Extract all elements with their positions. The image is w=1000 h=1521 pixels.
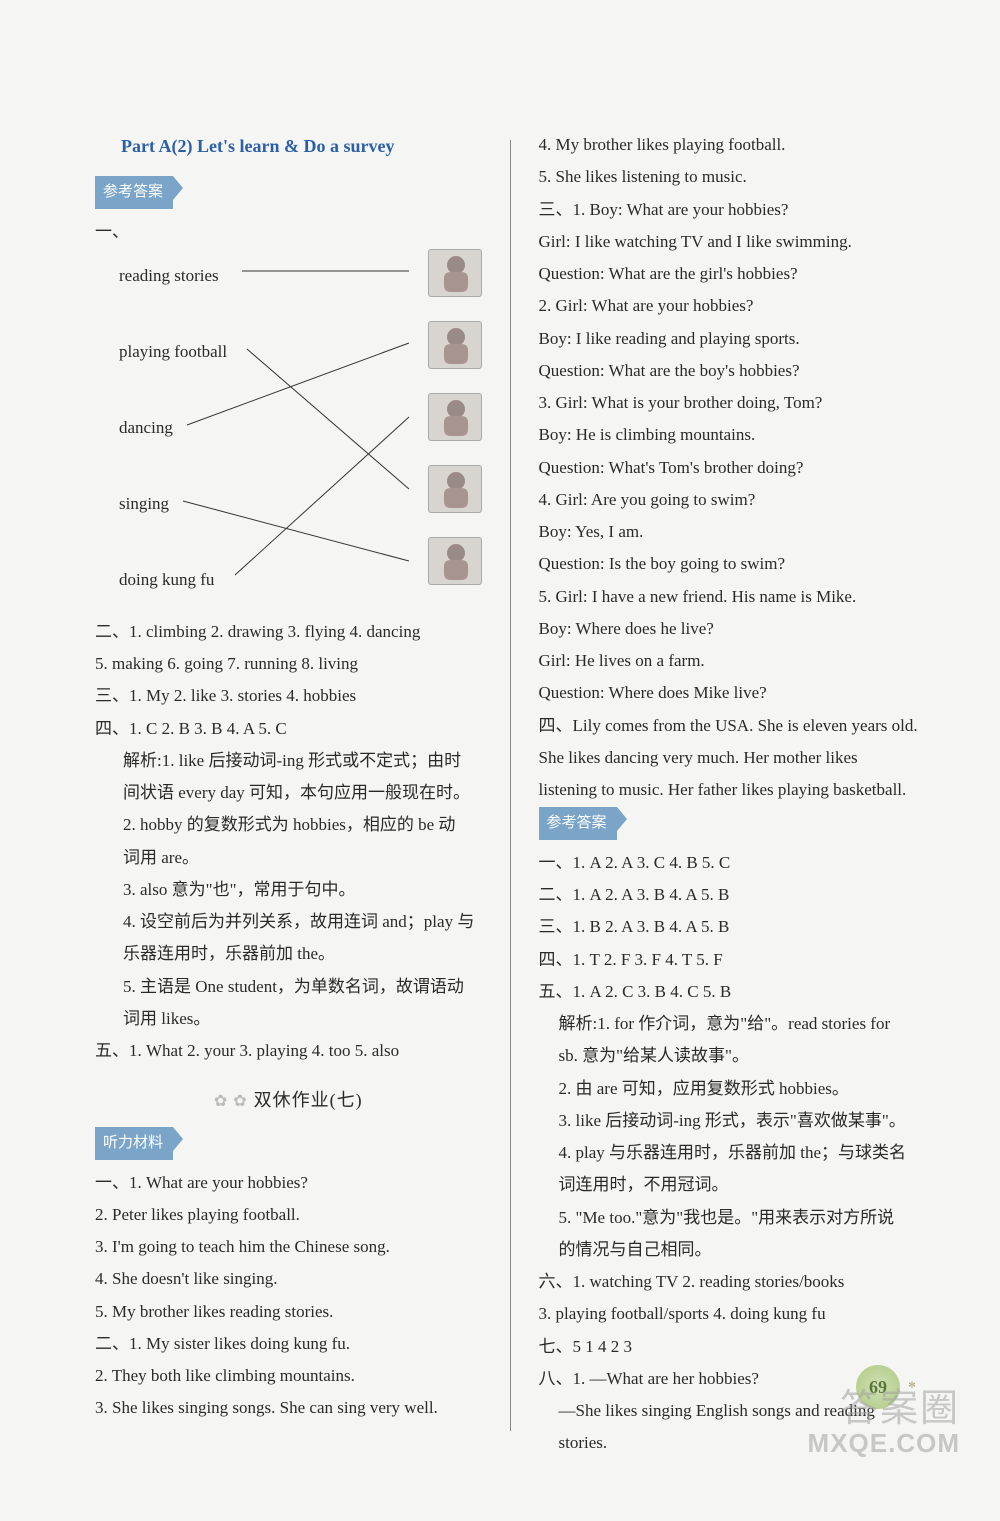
sec4-exp2a: 2. hobby 的复数形式为 hobbies，相应的 be 动 — [95, 810, 482, 840]
ans7: 七、5 1 4 2 3 — [539, 1332, 926, 1362]
r3-3c: Question: What's Tom's brother doing? — [539, 453, 926, 483]
listen2-1: 二、1. My sister likes doing kung fu. — [95, 1329, 482, 1359]
watermark: 答案圈 MXQE.COM — [808, 1390, 960, 1457]
listen1-1: 一、1. What are your hobbies? — [95, 1168, 482, 1198]
sec4: 四、1. C 2. B 3. B 4. A 5. C — [95, 714, 482, 744]
ans4: 四、1. T 2. F 3. F 4. T 5. F — [539, 945, 926, 975]
listen2-2: 2. They both like climbing mountains. — [95, 1361, 482, 1391]
r4p1: 四、Lily comes from the USA. She is eleven… — [539, 711, 926, 741]
ans5e5a: 5. "Me too."意为"我也是。"用来表示对方所说 — [539, 1203, 926, 1233]
r3-4b: Boy: Yes, I am. — [539, 517, 926, 547]
answer-key-tag: 参考答案 — [95, 176, 173, 209]
homework-title: ✿ ✿ 双休作业(七) — [95, 1084, 482, 1116]
r3-1c: Question: What are the girl's hobbies? — [539, 259, 926, 289]
sec4-exp4b: 乐器连用时，乐器前加 the。 — [95, 939, 482, 969]
listen1-3: 3. I'm going to teach him the Chinese so… — [95, 1232, 482, 1262]
watermark-en: MXQE.COM — [808, 1430, 960, 1457]
ans3: 三、1. B 2. A 3. B 4. A 5. B — [539, 912, 926, 942]
r3-3b: Boy: He is climbing mountains. — [539, 420, 926, 450]
r4p2: She likes dancing very much. Her mother … — [539, 743, 926, 773]
left-column: Part A(2) Let's learn & Do a survey 参考答案… — [95, 130, 482, 1461]
ans5e1b: sb. 意为"给某人读故事"。 — [539, 1041, 926, 1071]
sec4-exp3: 3. also 意为"也"，常用于句中。 — [95, 875, 482, 905]
ans6a: 六、1. watching TV 2. reading stories/book… — [539, 1267, 926, 1297]
r3-1a: 三、1. Boy: What are your hobbies? — [539, 195, 926, 225]
ans5e2: 2. 由 are 可知，应用复数形式 hobbies。 — [539, 1074, 926, 1104]
sec4-exp5b: 词用 likes。 — [95, 1004, 482, 1034]
listen1-4: 4. She doesn't like singing. — [95, 1264, 482, 1294]
r3-5d: Question: Where does Mike live? — [539, 678, 926, 708]
sec4-exp2b: 词用 are。 — [95, 843, 482, 873]
ans5e1a: 解析:1. for 作介词，意为"给"。read stories for — [539, 1009, 926, 1039]
right-column: 4. My brother likes playing football. 5.… — [539, 130, 926, 1461]
watermark-cn: 答案圈 — [808, 1390, 960, 1430]
ans5e4a: 4. play 与乐器连用时，乐器前加 the；与球类名 — [539, 1138, 926, 1168]
listen1-2: 2. Peter likes playing football. — [95, 1200, 482, 1230]
matching-exercise: reading stories playing football dancing… — [107, 249, 482, 609]
homework-title-text: 双休作业(七) — [254, 1090, 363, 1110]
ans5: 五、1. A 2. C 3. B 4. C 5. B — [539, 977, 926, 1007]
r3-3a: 3. Girl: What is your brother doing, Tom… — [539, 388, 926, 418]
sec3: 三、1. My 2. like 3. stories 4. hobbies — [95, 681, 482, 711]
sec4-exp5a: 5. 主语是 One student，为单数名词，故谓语动 — [95, 972, 482, 1002]
section-1-lead: 一、 — [95, 217, 482, 247]
ans5e5b: 的情况与自己相同。 — [539, 1235, 926, 1265]
r4p3: listening to music. Her father likes pla… — [539, 775, 926, 805]
sec5: 五、1. What 2. your 3. playing 4. too 5. a… — [95, 1036, 482, 1066]
ans6b: 3. playing football/sports 4. doing kung… — [539, 1299, 926, 1329]
r3-5c: Girl: He lives on a farm. — [539, 646, 926, 676]
ans5e3: 3. like 后接动词-ing 形式，表示"喜欢做某事"。 — [539, 1106, 926, 1136]
sec4-exp1a: 解析:1. like 后接动词-ing 形式或不定式；由时 — [95, 746, 482, 776]
title-decoration-icon: ✿ ✿ — [214, 1093, 248, 1110]
ans2: 二、1. A 2. A 3. B 4. A 5. B — [539, 880, 926, 910]
part-title: Part A(2) Let's learn & Do a survey — [121, 130, 482, 162]
r3-4c: Question: Is the boy going to swim? — [539, 549, 926, 579]
ans1: 一、1. A 2. A 3. C 4. B 5. C — [539, 848, 926, 878]
sec4-exp1b: 间状语 every day 可知，本句应用一般现在时。 — [95, 778, 482, 808]
matching-lines — [107, 249, 507, 609]
r3-2c: Question: What are the boy's hobbies? — [539, 356, 926, 386]
r-line4: 4. My brother likes playing football. — [539, 130, 926, 160]
r3-2b: Boy: I like reading and playing sports. — [539, 324, 926, 354]
r3-2a: 2. Girl: What are your hobbies? — [539, 291, 926, 321]
r-line5: 5. She likes listening to music. — [539, 162, 926, 192]
r3-4a: 4. Girl: Are you going to swim? — [539, 485, 926, 515]
r3-5a: 5. Girl: I have a new friend. His name i… — [539, 582, 926, 612]
sec2-line1: 二、1. climbing 2. drawing 3. flying 4. da… — [95, 617, 482, 647]
listening-tag: 听力材料 — [95, 1127, 173, 1160]
r3-1b: Girl: I like watching TV and I like swim… — [539, 227, 926, 257]
sec4-exp4a: 4. 设空前后为并列关系，故用连词 and；play 与 — [95, 907, 482, 937]
listen2-3: 3. She likes singing songs. She can sing… — [95, 1393, 482, 1423]
column-divider — [510, 140, 511, 1431]
sec2-line2: 5. making 6. going 7. running 8. living — [95, 649, 482, 679]
r3-5b: Boy: Where does he live? — [539, 614, 926, 644]
listen1-5: 5. My brother likes reading stories. — [95, 1297, 482, 1327]
answer-key-tag-right: 参考答案 — [539, 807, 617, 840]
ans5e4b: 词连用时，不用冠词。 — [539, 1170, 926, 1200]
